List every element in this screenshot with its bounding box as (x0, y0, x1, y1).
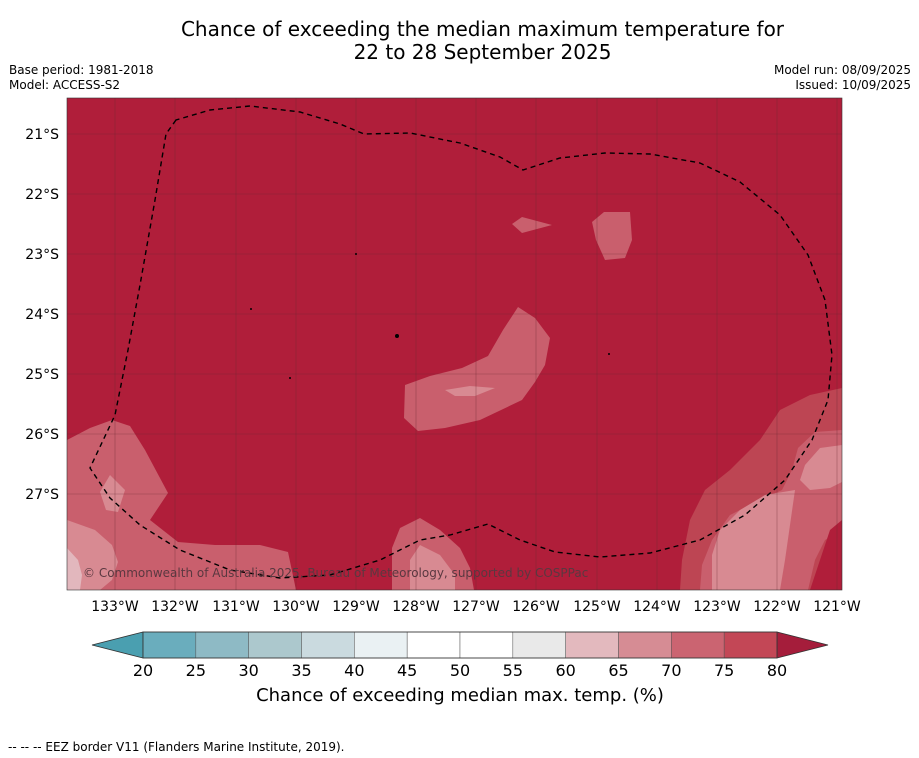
contour-65-70-east-lower (712, 490, 795, 590)
island-markers (250, 253, 610, 379)
colorbar-tick-label: 40 (344, 661, 364, 680)
lon-label-121w: 121°W (813, 599, 861, 615)
colorbar-bin (195, 631, 249, 659)
title-line-2: 22 to 28 September 2025 (353, 40, 612, 64)
meta-left: Base period: 1981-2018 Model: ACCESS-S2 (9, 63, 154, 93)
map-copyright: © Commonwealth of Australia 2025, Bureau… (83, 566, 588, 580)
lat-label-24s: 24°S (25, 307, 59, 323)
base-period: Base period: 1981-2018 (9, 63, 154, 77)
colorbar-tick-label: 60 (555, 661, 575, 680)
colorbar-tick-label: 30 (238, 661, 258, 680)
lat-label-27s: 27°S (25, 487, 59, 503)
colorbar-tick-label: 50 (450, 661, 470, 680)
contour-65-70-southwest-small (100, 475, 125, 512)
lat-labels: 21°S 22°S 23°S 24°S 25°S 26°S 27°S (25, 127, 59, 503)
eez-border (89, 105, 833, 579)
lat-label-23s: 23°S (25, 247, 59, 263)
meta-right: Model run: 08/09/2025 Issued: 10/09/2025 (774, 63, 911, 93)
lat-label-22s: 22°S (25, 187, 59, 203)
colorbar-bin (301, 631, 355, 659)
lon-label-130w: 130°W (272, 599, 320, 615)
lon-label-124w: 124°W (633, 599, 681, 615)
colorbar-bin (142, 631, 197, 659)
colorbar-bin (671, 631, 725, 659)
colorbar-bin (248, 631, 302, 659)
colorbar-tick-labels: 20 25 30 35 40 45 50 55 60 65 70 75 80 (133, 661, 787, 680)
colorbar-bin (512, 631, 566, 659)
colorbar-tick-label: 35 (291, 661, 311, 680)
colorbar-tick-label: 25 (186, 661, 206, 680)
lon-label-127w: 127°W (452, 599, 500, 615)
contour-80plus-east-core (810, 520, 842, 590)
issued-date: Issued: 10/09/2025 (795, 78, 911, 92)
colorbar-outline (142, 631, 778, 659)
contour-65-70-east (800, 445, 842, 490)
colorbar-over-arrow (776, 631, 829, 659)
lon-labels: 133°W 132°W 131°W 130°W 129°W 128°W 127°… (91, 599, 861, 615)
map-frame (66, 97, 843, 591)
lon-label-128w: 128°W (392, 599, 440, 615)
lon-label-125w: 125°W (573, 599, 621, 615)
lat-label-26s: 26°S (25, 427, 59, 443)
contour-65-70-south-lobe (410, 545, 455, 590)
model-name: Model: ACCESS-S2 (9, 78, 121, 92)
colorbar-tick-label: 20 (133, 661, 153, 680)
lat-label-25s: 25°S (25, 367, 59, 383)
lon-label-133w: 133°W (91, 599, 139, 615)
contour-70-75-southwest (67, 420, 296, 590)
lon-label-131w: 131°W (212, 599, 260, 615)
contour-70-75-north-patch (592, 212, 632, 260)
map-title: Chance of exceeding the median maximum t… (0, 18, 919, 64)
lon-label-129w: 129°W (332, 599, 380, 615)
colorbar-label: Chance of exceeding median max. temp. (%… (256, 685, 664, 706)
colorbar-tick-label: 80 (767, 661, 787, 680)
contour-65-70-center (445, 386, 495, 396)
contour-fills (67, 212, 842, 590)
colorbar-tick-label: 45 (397, 661, 417, 680)
title-line-1: Chance of exceeding the median maximum t… (180, 17, 785, 41)
eez-legend-note: -- -- -- EEZ border V11 (Flanders Marine… (8, 740, 345, 754)
lon-label-122w: 122°W (753, 599, 801, 615)
colorbar-bin (459, 631, 514, 659)
lat-label-21s: 21°S (25, 127, 59, 143)
lon-label-126w: 126°W (512, 599, 560, 615)
model-run: Model run: 08/09/2025 (773, 63, 911, 77)
colorbar-tick-label: 55 (503, 661, 523, 680)
colorbar: 20 25 30 35 40 45 50 55 60 65 70 75 80 (91, 631, 829, 680)
colorbar-bin (565, 631, 619, 659)
colorbar-bin (618, 631, 672, 659)
contour-70-75-north-sliver (512, 217, 552, 233)
colorbar-tick-label: 65 (608, 661, 628, 680)
colorbar-bins (142, 631, 778, 659)
colorbar-bin (354, 631, 408, 659)
contour-60-65-southwest (67, 548, 82, 590)
lon-label-123w: 123°W (693, 599, 741, 615)
contour-70-75-center (404, 307, 550, 431)
colorbar-tick-label: 70 (661, 661, 681, 680)
colorbar-bin (406, 631, 461, 659)
map-gridlines (67, 98, 842, 590)
colorbar-tick-label: 75 (714, 661, 734, 680)
colorbar-bin (723, 631, 778, 659)
colorbar-under-arrow (91, 631, 144, 659)
lon-label-132w: 132°W (151, 599, 199, 615)
